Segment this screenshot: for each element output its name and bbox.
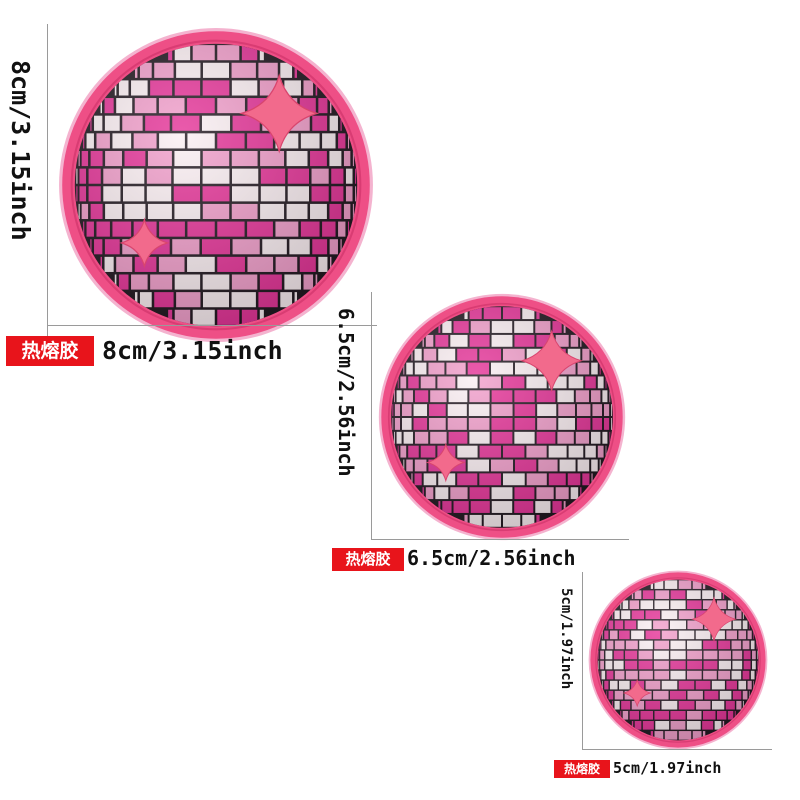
width-dimension-line bbox=[371, 539, 629, 540]
hot-melt-adhesive-badge: 热熔胶 bbox=[6, 336, 94, 366]
sparkle-star-icon bbox=[691, 596, 737, 643]
disco-ball-patch-small bbox=[588, 570, 768, 750]
height-dimension-line bbox=[582, 572, 583, 750]
height-label: 8cm/3.15inch bbox=[6, 60, 35, 241]
disco-ball-patch-large bbox=[58, 27, 374, 343]
width-label: 8cm/3.15inch bbox=[102, 336, 283, 365]
sparkle-star-icon bbox=[238, 73, 320, 154]
sparkle-star-icon bbox=[520, 329, 584, 393]
disco-ball-patch-medium bbox=[378, 293, 626, 541]
width-label: 5cm/1.97inch bbox=[613, 759, 722, 777]
sparkle-star-icon bbox=[118, 217, 170, 269]
height-dimension-line bbox=[47, 24, 48, 346]
sparkle-star-icon bbox=[622, 678, 652, 708]
height-label: 6.5cm/2.56inch bbox=[334, 308, 358, 477]
hot-melt-adhesive-badge: 热熔胶 bbox=[332, 548, 404, 571]
sparkle-star-icon bbox=[425, 442, 466, 483]
height-label: 5cm/1.97inch bbox=[558, 588, 574, 690]
hot-melt-adhesive-badge: 热熔胶 bbox=[554, 760, 610, 778]
height-dimension-line bbox=[371, 292, 372, 540]
width-dimension-line bbox=[582, 749, 772, 750]
width-label: 6.5cm/2.56inch bbox=[407, 546, 576, 570]
width-dimension-line bbox=[47, 325, 377, 326]
